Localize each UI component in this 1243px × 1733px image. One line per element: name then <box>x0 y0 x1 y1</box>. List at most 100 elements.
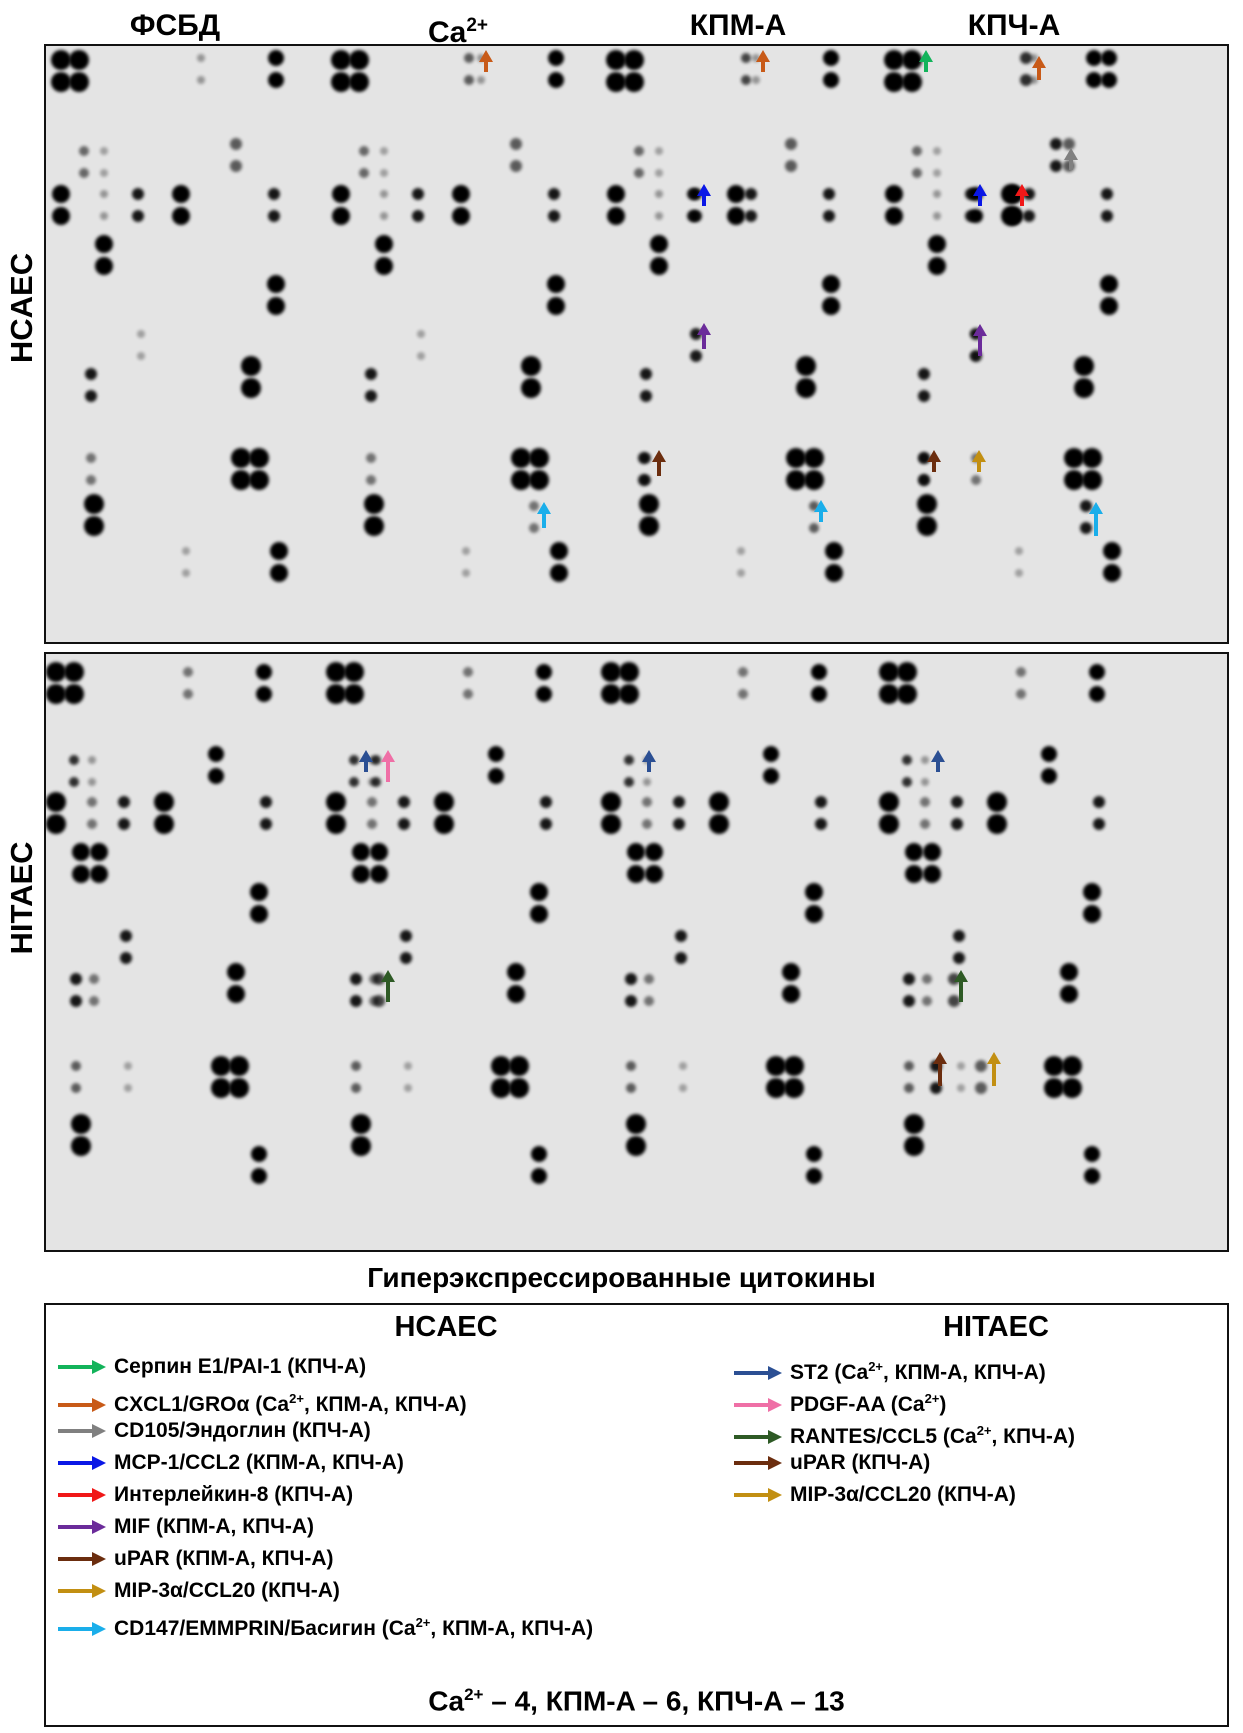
arrow-right-icon <box>734 1456 782 1471</box>
blot-spot <box>89 996 99 1006</box>
legend-item-sup: 2+ <box>415 1615 431 1630</box>
blot-spot <box>607 207 625 225</box>
blot-spot <box>1063 138 1075 150</box>
blot-spot <box>920 797 930 807</box>
blot-spot <box>1050 160 1062 172</box>
blot-spot <box>550 564 568 582</box>
blot-spot <box>227 963 245 981</box>
blot-spot <box>79 168 89 178</box>
blot-spot <box>404 1062 412 1070</box>
blot-spot <box>84 516 104 536</box>
blot-spot <box>1089 664 1105 680</box>
blot-spot <box>375 235 393 253</box>
blot-spot <box>912 146 922 156</box>
blot-spot <box>918 452 930 464</box>
blot-spot <box>738 689 748 699</box>
blot-spot <box>118 796 130 808</box>
blot-spot <box>529 470 549 490</box>
legend-item-label: ST2 (Ca <box>790 1361 869 1384</box>
blot-spot <box>124 1084 132 1092</box>
blot-spot <box>488 746 504 762</box>
blot-spot <box>1023 210 1035 222</box>
blot-spot <box>884 50 904 70</box>
blot-spot <box>763 768 779 784</box>
blot-spot <box>805 905 823 923</box>
blot-spot <box>100 190 108 198</box>
blot-spot <box>1101 188 1113 200</box>
arrow-right-icon <box>58 1622 106 1637</box>
blot-spot <box>650 235 668 253</box>
blot-spot <box>464 75 474 85</box>
blot-spot <box>975 1082 987 1094</box>
blot-spot <box>607 185 625 203</box>
blot-spot <box>365 390 377 402</box>
blot-spot <box>267 275 285 293</box>
arrow-up-icon <box>931 750 945 772</box>
blot-spot <box>923 865 941 883</box>
blot-spot <box>1101 50 1117 66</box>
blot-spot <box>815 796 827 808</box>
blot-spot <box>766 1078 786 1098</box>
blot-spot <box>655 147 663 155</box>
blot-spot <box>434 814 454 834</box>
blot-spot <box>745 188 757 200</box>
blot-spot <box>529 448 549 468</box>
blot-spot <box>624 50 644 70</box>
blot-spot <box>624 777 634 787</box>
blot-spot <box>645 865 663 883</box>
legend-item-label: MIP-3α/CCL20 (КПЧ-A) <box>790 1483 1016 1506</box>
blot-spot <box>211 1056 231 1076</box>
blot-spot <box>332 185 350 203</box>
blot-spot <box>172 207 190 225</box>
blot-spot <box>885 185 903 203</box>
blot-spot <box>784 1056 804 1076</box>
blot-spot <box>79 146 89 156</box>
arrow-right-icon <box>734 1488 782 1503</box>
column-header-label: КПЧ-A <box>967 9 1061 42</box>
blot-spot <box>208 746 224 762</box>
blot-spot <box>463 689 473 699</box>
blot-spot <box>933 169 941 177</box>
blot-panel-hitaec <box>44 652 1229 1252</box>
blot-spot <box>921 756 929 764</box>
arrow-up-icon <box>1015 184 1029 206</box>
blot-spot <box>745 210 757 222</box>
blot-spot <box>823 188 835 200</box>
blot-spot <box>51 72 71 92</box>
blot-spot <box>815 818 827 830</box>
blot-spot <box>1082 448 1102 468</box>
blot-spot <box>46 792 66 812</box>
blot-spot <box>249 470 269 490</box>
arrow-up-icon <box>381 970 395 1002</box>
blot-spot <box>806 1168 822 1184</box>
legend-box: HCAEC HITAEC Серпин E1/PAI-1 (КПЧ-A) CXCL… <box>44 1303 1229 1727</box>
blot-spot <box>640 390 652 402</box>
arrow-up-icon <box>359 750 373 772</box>
blot-spot <box>400 930 412 942</box>
blot-spot <box>71 1061 81 1071</box>
blot-spot <box>904 1136 924 1156</box>
blot-spot <box>796 356 816 376</box>
blot-spot <box>690 210 702 222</box>
blot-spot <box>884 72 904 92</box>
blot-spot <box>529 501 539 511</box>
blot-spot <box>417 330 425 338</box>
blot-spot <box>241 356 261 376</box>
blot-spot <box>638 452 650 464</box>
arrow-up-icon <box>972 450 986 472</box>
blot-spot <box>550 542 568 560</box>
blot-spot <box>540 818 552 830</box>
blot-spot <box>897 662 917 682</box>
column-header-ca: Ca2+ <box>308 4 608 49</box>
blot-spot <box>373 995 385 1007</box>
blot-spot <box>548 188 560 200</box>
blot-spot <box>547 275 565 293</box>
blot-spot <box>933 190 941 198</box>
legend-item: uPAR (КПМ-A, КПЧ-A) <box>58 1543 334 1575</box>
blot-spot <box>634 146 644 156</box>
blot-spot <box>132 188 144 200</box>
blot-spot <box>371 777 381 787</box>
arrow-up-icon <box>954 970 968 1002</box>
blot-spot <box>370 865 388 883</box>
blot-spot <box>627 843 645 861</box>
